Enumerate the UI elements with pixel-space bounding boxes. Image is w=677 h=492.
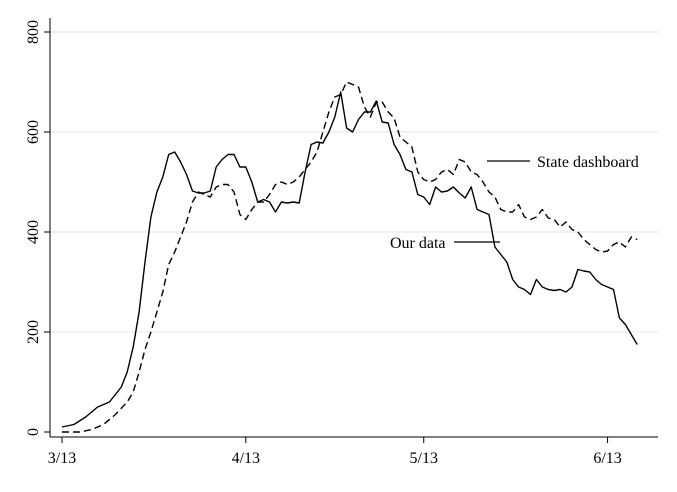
y-tick-label-0: 0 — [25, 428, 42, 436]
x-tick-label-2: 5/13 — [410, 450, 438, 467]
axes — [49, 18, 658, 438]
series-layer — [61, 81, 638, 433]
legend-label-our-data: Our data — [390, 235, 446, 252]
series-line-our-data — [61, 91, 638, 428]
x-tick-label-3: 6/13 — [593, 450, 621, 467]
y-tick-label-800: 800 — [25, 20, 42, 44]
legend: State dashboard Our data — [390, 154, 639, 252]
y-tick-label-600: 600 — [25, 120, 42, 144]
series-line-state-dashboard — [62, 81, 638, 433]
x-tick-label-1: 4/13 — [232, 450, 260, 467]
y-ticks: 0 200 400 600 800 — [25, 20, 50, 436]
legend-label-state-dashboard: State dashboard — [537, 154, 639, 171]
gridlines — [50, 31, 658, 333]
x-ticks: 3/13 4/13 5/13 6/13 — [48, 437, 622, 467]
y-tick-label-200: 200 — [25, 320, 42, 344]
x-tick-label-0: 3/13 — [48, 450, 76, 467]
y-tick-label-400: 400 — [25, 220, 42, 244]
